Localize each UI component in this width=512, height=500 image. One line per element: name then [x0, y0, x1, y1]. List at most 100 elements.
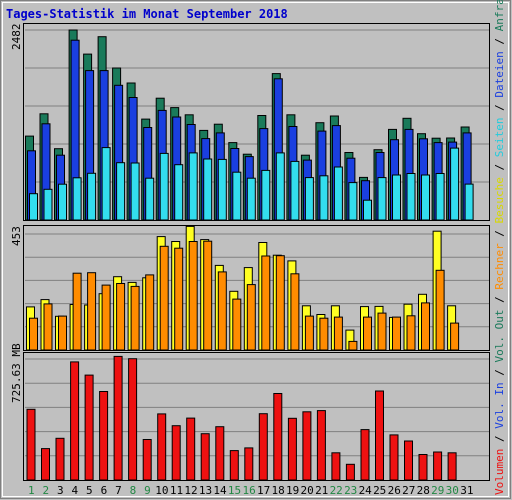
- bar-rechner-day-23: [348, 340, 358, 351]
- bar-rechner-day-4: [72, 272, 82, 351]
- bar-volumen-day-13: [200, 433, 210, 481]
- bar-seiten-day-1: [29, 193, 38, 221]
- bar-seiten-day-2: [43, 188, 53, 221]
- bar-rechner-day-17: [261, 255, 271, 351]
- x-tick-label-day-29: 29: [431, 484, 444, 497]
- x-tick-label-day-23: 23: [344, 484, 357, 497]
- bar-rechner-day-15: [232, 298, 242, 351]
- x-tick-label-day-25: 25: [373, 484, 386, 497]
- bar-volumen-day-26: [389, 434, 399, 481]
- bar-volumen-day-23: [345, 463, 355, 481]
- x-axis-day-labels: 1 2 3 4 5 6 7 8 9 10 11 12 13 14 15 16 17 18 19 20 21 22 23 24 2…: [28, 484, 474, 497]
- bar-rechner-day-14: [217, 271, 227, 351]
- legend-vol-in: Vol. In: [493, 382, 506, 428]
- bar-volumen-day-5: [84, 374, 94, 481]
- x-tick-label-day-13: 13: [199, 484, 212, 497]
- x-tick-label-day-1: 1: [28, 484, 35, 497]
- bar-volumen-day-28: [418, 454, 428, 481]
- bar-seiten-day-7: [116, 162, 126, 221]
- x-tick-label-day-9: 9: [144, 484, 151, 497]
- x-tick-label-day-26: 26: [388, 484, 401, 497]
- legend-rechner: Rechner: [493, 243, 506, 290]
- bar-rechner-day-9: [145, 274, 155, 351]
- bar-seiten-day-9: [145, 177, 155, 221]
- bar-rechner-day-6: [101, 284, 111, 351]
- legend-anfragen: Anfragen: [493, 0, 506, 31]
- x-tick-label-day-10: 10: [155, 484, 168, 497]
- x-tick-label-day-16: 16: [242, 484, 255, 497]
- x-tick-label-day-14: 14: [213, 484, 227, 497]
- bar-volumen-day-20: [302, 411, 312, 481]
- visits-ymax-label: 453: [10, 226, 23, 246]
- x-tick-label-day-7: 7: [115, 484, 122, 497]
- x-tick-label-day-18: 18: [271, 484, 284, 497]
- legend-volumen: Volumen: [493, 449, 506, 495]
- bar-seiten-day-30: [450, 147, 460, 221]
- x-tick-label-day-31: 31: [460, 484, 473, 497]
- bar-volumen-day-14: [215, 426, 225, 481]
- bar-volumen-day-9: [142, 439, 152, 481]
- bar-seiten-day-13: [203, 158, 213, 221]
- x-tick-label-day-27: 27: [402, 484, 415, 497]
- bar-rechner-day-29: [435, 269, 445, 351]
- bar-rechner-day-5: [87, 272, 97, 351]
- bar-seiten-day-22: [333, 166, 343, 221]
- bar-volumen-day-25: [375, 390, 384, 481]
- legend-vol-out: Vol. Out: [493, 310, 506, 363]
- bar-rechner-day-8: [130, 285, 140, 351]
- bar-seiten-day-23: [348, 182, 358, 221]
- bar-volumen-day-3: [55, 437, 65, 481]
- bar-volumen-day-22: [331, 452, 341, 481]
- x-tick-label-day-22: 22: [330, 484, 343, 497]
- x-tick-label-day-3: 3: [57, 484, 64, 497]
- bar-seiten-day-31: [464, 183, 474, 221]
- bar-rechner-day-12: [188, 241, 198, 351]
- bar-seiten-day-27: [406, 173, 416, 221]
- bar-seiten-day-20: [304, 177, 314, 221]
- x-tick-label-day-15: 15: [228, 484, 241, 497]
- bar-rechner-day-7: [116, 283, 126, 351]
- bar-volumen-day-7: [113, 355, 123, 481]
- bar-rechner-day-28: [421, 302, 430, 351]
- bar-volumen-day-15: [229, 450, 239, 481]
- bar-volumen-day-10: [157, 413, 167, 481]
- x-tick-label-day-4: 4: [71, 484, 78, 497]
- bar-rechner-day-26: [392, 316, 401, 351]
- volume-ymax-label: 725.63 MB: [10, 343, 23, 403]
- bar-rechner-day-3: [58, 315, 67, 351]
- bar-seiten-day-10: [159, 152, 169, 221]
- x-tick-label-day-21: 21: [315, 484, 328, 497]
- bar-volumen-day-11: [171, 425, 181, 481]
- bar-seiten-day-18: [275, 152, 285, 221]
- legend-seiten: Seiten: [493, 117, 506, 157]
- bar-seiten-day-24: [363, 199, 372, 221]
- bar-seiten-day-15: [232, 171, 242, 221]
- bar-volumen-day-17: [258, 413, 268, 481]
- bar-seiten-day-12: [188, 152, 198, 221]
- bar-volumen-day-21: [316, 410, 326, 481]
- x-tick-label-day-30: 30: [446, 484, 459, 497]
- bar-seiten-day-16: [246, 177, 256, 221]
- chart-title: Tages-Statistik im Monat September 2018: [6, 7, 288, 21]
- bar-seiten-day-19: [290, 160, 300, 221]
- x-tick-label-day-28: 28: [417, 484, 430, 497]
- legend-dateien: Dateien: [493, 51, 506, 97]
- x-tick-label-day-11: 11: [170, 484, 183, 497]
- bar-marks: [25, 29, 474, 481]
- bar-rechner-day-10: [159, 245, 169, 351]
- bar-rechner-day-19: [290, 273, 300, 351]
- bar-volumen-day-27: [404, 440, 413, 481]
- x-tick-label-day-5: 5: [86, 484, 93, 497]
- bar-volumen-day-16: [244, 447, 254, 481]
- bar-rechner-day-18: [275, 255, 285, 351]
- bar-seiten-day-14: [217, 158, 227, 221]
- bar-volumen-day-4: [70, 361, 80, 481]
- bar-seiten-day-28: [421, 174, 430, 221]
- x-tick-label-day-19: 19: [286, 484, 299, 497]
- bar-volumen-day-24: [360, 429, 370, 481]
- bar-volumen-day-12: [186, 417, 196, 481]
